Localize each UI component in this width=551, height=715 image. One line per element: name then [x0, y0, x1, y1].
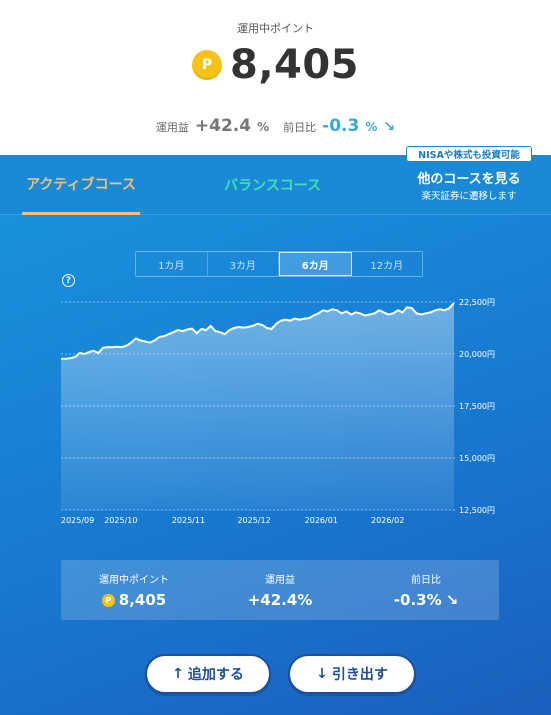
day-change-label: 前日比 [283, 121, 317, 134]
arrow-up-icon: ↑ [172, 666, 184, 682]
tab-balance-course[interactable]: バランスコース [223, 178, 322, 194]
down-right-arrow-icon: ↘ [383, 119, 396, 135]
performance-chart: 22,500円 20,000円 17,500円 15,000円 12,500円 2025… [61, 298, 495, 525]
y-tick-label: 20,000円 [459, 350, 495, 359]
points-value: 8,405 [229, 42, 360, 88]
day-change-value: -0.3 [322, 116, 360, 136]
add-button-label: 追加する [187, 667, 244, 683]
period-button-12m[interactable]: 12カ月 [370, 260, 404, 272]
period-button-6m[interactable]: 6カ月 [279, 252, 352, 276]
points-row: P 8,405 [0, 42, 551, 88]
period-selector: 1カ月 3カ月 6カ月 12カ月 [135, 251, 423, 277]
arrow-down-icon: ↓ [316, 666, 328, 682]
summary-day-change-value-row: -0.3% ↘ [394, 591, 458, 609]
stats-row: 運用益 +42.4 % 前日比 -0.3 % ↘ [0, 116, 551, 136]
x-tick-label: 2025/11 [172, 516, 205, 525]
x-tick-label: 2025/10 [104, 516, 137, 525]
summary-day-change: 前日比 -0.3% ↘ [353, 560, 499, 620]
summary-points-value-row: P 8,405 [101, 591, 167, 609]
period-button-3m[interactable]: 3カ月 [208, 252, 279, 276]
nisa-badge: NISAや株式も投資可能 [406, 146, 532, 162]
course-panel: アクティブコース バランスコース NISAや株式も投資可能 他のコースを見る 楽… [0, 146, 551, 715]
period-button-1m[interactable]: 1カ月 [136, 252, 208, 276]
points-label: 運用中ポイント [237, 22, 314, 35]
summary-gain-label: 運用益 [265, 575, 295, 586]
x-axis-ticks: 2025/09 2025/10 2025/11 2025/12 2026/01 2026/… [61, 516, 404, 525]
x-tick-label: 2025/09 [61, 516, 94, 525]
x-tick-label: 2026/02 [371, 516, 404, 525]
other-course-title: 他のコースを見る [417, 172, 521, 187]
summary-day-change-label: 前日比 [411, 575, 441, 586]
y-axis-ticks: 22,500円 20,000円 17,500円 15,000円 12,500円 [459, 298, 495, 515]
x-tick-label: 2026/01 [305, 516, 338, 525]
course-tabs: アクティブコース バランスコース NISAや株式も投資可能 他のコースを見る 楽… [0, 146, 551, 215]
down-right-arrow-icon: ↘ [445, 591, 459, 609]
summary-gain-value: +42.4% [247, 591, 313, 609]
gain-value: +42.4 [194, 116, 252, 136]
tab-active-course[interactable]: アクティブコース [22, 155, 140, 215]
series-line [61, 302, 455, 360]
y-tick-label: 22,500円 [459, 298, 495, 307]
help-icon[interactable]: ? [62, 274, 75, 287]
summary-points: 運用中ポイント P 8,405 [61, 560, 207, 620]
y-tick-label: 17,500円 [459, 402, 495, 411]
summary-points-value: 8,405 [118, 591, 167, 609]
summary-points-label: 運用中ポイント [99, 575, 169, 586]
y-tick-label: 15,000円 [459, 454, 495, 463]
summary-box: 運用中ポイント P 8,405 運用益 +42.4% 前日比 -0.3% ↘ [61, 560, 499, 620]
add-points-button[interactable]: ↑ 追加する [145, 654, 271, 694]
other-course-subtitle: 楽天証券に遷移します [421, 191, 517, 202]
point-coin-icon: P [101, 593, 115, 607]
withdraw-points-button[interactable]: ↓ 引き出す [288, 654, 416, 694]
gain-unit: % [257, 120, 270, 134]
point-coin-icon: P [191, 50, 222, 80]
gain-label: 運用益 [155, 121, 189, 134]
withdraw-button-label: 引き出す [331, 667, 388, 683]
summary-day-change-value: -0.3% [393, 591, 442, 609]
other-course-link[interactable]: NISAや株式も投資可能 他のコースを見る 楽天証券に遷移します [404, 146, 534, 212]
summary-gain: 運用益 +42.4% [207, 560, 353, 620]
series-area [61, 303, 454, 510]
y-tick-label: 12,500円 [459, 506, 495, 515]
day-change-unit: % [365, 120, 378, 134]
x-tick-label: 2025/12 [237, 516, 270, 525]
points-header: 運用中ポイント P 8,405 運用益 +42.4 % 前日比 -0.3 % ↘ [0, 0, 551, 155]
